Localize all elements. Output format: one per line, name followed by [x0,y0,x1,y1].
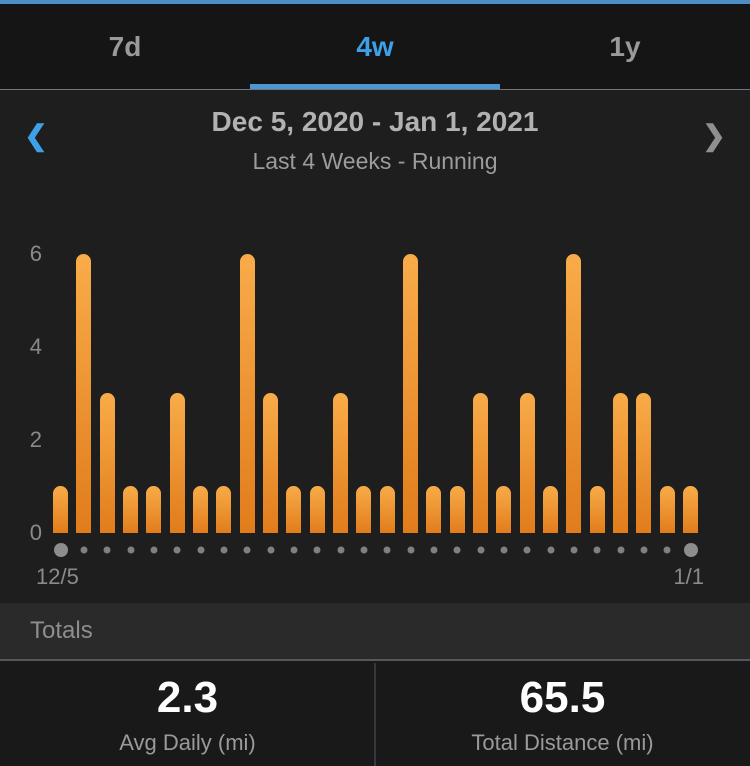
day-dot[interactable] [360,546,368,554]
day-dot[interactable] [640,546,648,554]
avg-daily-value: 2.3 [156,673,219,722]
top-accent-bar [0,0,750,4]
x-axis-start-label: 12/5 [36,564,79,589]
day-dot[interactable] [523,546,531,554]
day-dot[interactable] [337,546,344,554]
chart-section: ❮ Dec 5, 2020 - Jan 1, 2021 Last 4 Weeks… [0,90,750,603]
day-dot[interactable] [103,546,111,554]
day-bar[interactable] [589,486,605,533]
total-distance-stat: 65.5 Total Distance (mi) [375,661,750,766]
next-period-button[interactable]: ❯ [678,104,750,166]
day-dot[interactable] [617,546,624,554]
avg-daily-label: Avg Daily (mi) [119,730,256,755]
tab-4w[interactable]: 4w [250,4,500,89]
tab-4w-label: 4w [356,30,394,62]
day-bar[interactable] [76,254,92,533]
day-bar[interactable] [379,486,395,533]
day-dot[interactable] [453,546,461,554]
day-dot[interactable] [80,546,88,554]
day-bar[interactable] [239,254,255,533]
day-dot[interactable] [150,546,158,554]
y-axis-tick: 0 [29,520,42,545]
day-dot[interactable] [593,546,601,554]
chevron-left-icon: ❮ [24,119,48,151]
day-bar[interactable] [659,486,675,533]
total-distance-value: 65.5 [519,673,606,722]
day-bar[interactable] [99,393,115,533]
day-dot[interactable] [53,543,68,557]
day-bar[interactable] [426,486,442,533]
day-dot[interactable] [683,543,698,557]
day-dot[interactable] [500,546,508,554]
tab-1y[interactable]: 1y [500,4,750,89]
day-dot[interactable] [243,546,251,554]
tab-7d[interactable]: 7d [0,4,250,89]
day-bar[interactable] [146,486,162,533]
day-bar[interactable] [683,486,698,533]
day-dot[interactable] [197,546,204,554]
date-range-titles: Dec 5, 2020 - Jan 1, 2021 Last 4 Weeks -… [72,104,678,174]
day-bar[interactable] [286,486,302,533]
day-bar[interactable] [333,393,348,533]
day-dot[interactable] [547,546,554,554]
day-bar[interactable] [543,486,558,533]
tab-1y-label: 1y [609,30,641,62]
stats-divider [374,663,376,766]
day-bar[interactable] [169,393,185,533]
time-range-tabs: 7d 4w 1y [0,4,750,90]
day-bar[interactable] [356,486,372,533]
y-axis: 0 2 4 6 [0,243,44,544]
totals-stats: 2.3 Avg Daily (mi) 65.5 Total Distance (… [0,661,750,766]
day-bar[interactable] [519,393,535,533]
day-bar[interactable] [449,486,465,533]
day-dot[interactable] [477,546,484,554]
day-dots [53,539,698,561]
day-bar[interactable] [53,486,68,533]
day-dot[interactable] [570,546,578,554]
day-bar[interactable] [613,393,628,533]
date-range-navigator: ❮ Dec 5, 2020 - Jan 1, 2021 Last 4 Weeks… [0,104,750,174]
day-dot[interactable] [430,546,438,554]
day-dot[interactable] [313,546,321,554]
day-dot[interactable] [290,546,298,554]
y-axis-tick: 4 [29,334,42,359]
day-bar[interactable] [566,254,582,533]
date-range-subtitle: Last 4 Weeks - Running [252,148,498,174]
day-dot[interactable] [220,546,228,554]
day-bar[interactable] [636,393,652,533]
day-bar[interactable] [216,486,232,533]
active-tab-underline [250,84,500,89]
date-range-title: Dec 5, 2020 - Jan 1, 2021 [211,106,539,137]
x-axis-end-label: 1/1 [673,564,704,589]
day-dot[interactable] [407,546,414,554]
total-distance-label: Total Distance (mi) [471,730,654,755]
day-bar[interactable] [123,486,138,533]
day-bar[interactable] [496,486,512,533]
tab-7d-label: 7d [108,30,142,62]
prev-period-button[interactable]: ❮ [0,104,72,166]
totals-header-label: Totals [30,617,93,644]
day-bar[interactable] [193,486,208,533]
y-axis-tick: 6 [29,241,42,266]
day-dot[interactable] [173,546,181,554]
day-bar[interactable] [309,486,325,533]
day-dot[interactable] [383,546,391,554]
y-axis-tick: 2 [29,427,42,452]
avg-daily-stat: 2.3 Avg Daily (mi) [0,661,375,766]
day-dot[interactable] [127,546,134,554]
day-dot[interactable] [663,546,671,554]
day-bar[interactable] [263,393,278,533]
totals-header: Totals [0,603,750,661]
bar-plot [53,254,698,533]
day-bar[interactable] [403,254,418,533]
chevron-right-icon: ❯ [702,119,726,151]
day-dot[interactable] [267,546,274,554]
day-bar[interactable] [473,393,488,533]
